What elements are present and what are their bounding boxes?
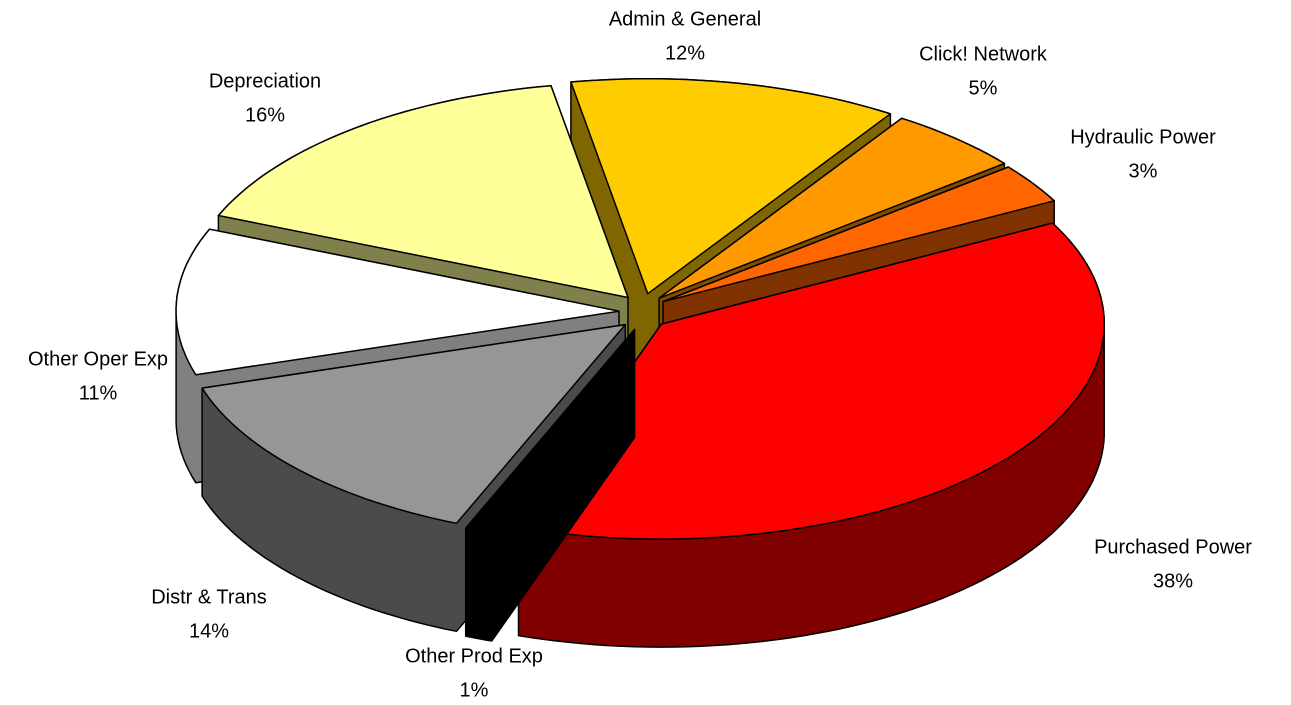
slice [570, 77, 892, 295]
slice [517, 222, 1105, 540]
data-label-value: 1% [460, 679, 489, 700]
data-label-name: Other Oper Exp [28, 348, 168, 370]
data-label-name: Hydraulic Power [1070, 126, 1216, 148]
data-label-name: Other Prod Exp [405, 645, 543, 667]
data-label-name: Distr & Trans [151, 586, 267, 608]
data-label-value: 3% [1129, 160, 1158, 182]
data-label-value: 14% [189, 620, 229, 642]
data-label-name: Click! Network [919, 43, 1048, 65]
data-label-value: 16% [245, 104, 285, 126]
data-label-name: Purchased Power [1094, 536, 1252, 558]
slice [175, 228, 620, 376]
data-label-value: 11% [79, 382, 118, 404]
slice-side [464, 328, 636, 642]
slice [217, 84, 629, 299]
data-label-value: 38% [1153, 570, 1193, 592]
slice [658, 117, 1006, 299]
slice [662, 166, 1055, 303]
data-label-value: 5% [969, 77, 998, 99]
data-label-name: Admin & General [609, 8, 761, 30]
slice [464, 328, 636, 534]
slice [201, 323, 627, 525]
data-label-value: 12% [665, 42, 705, 64]
data-label-name: Depreciation [209, 70, 321, 92]
